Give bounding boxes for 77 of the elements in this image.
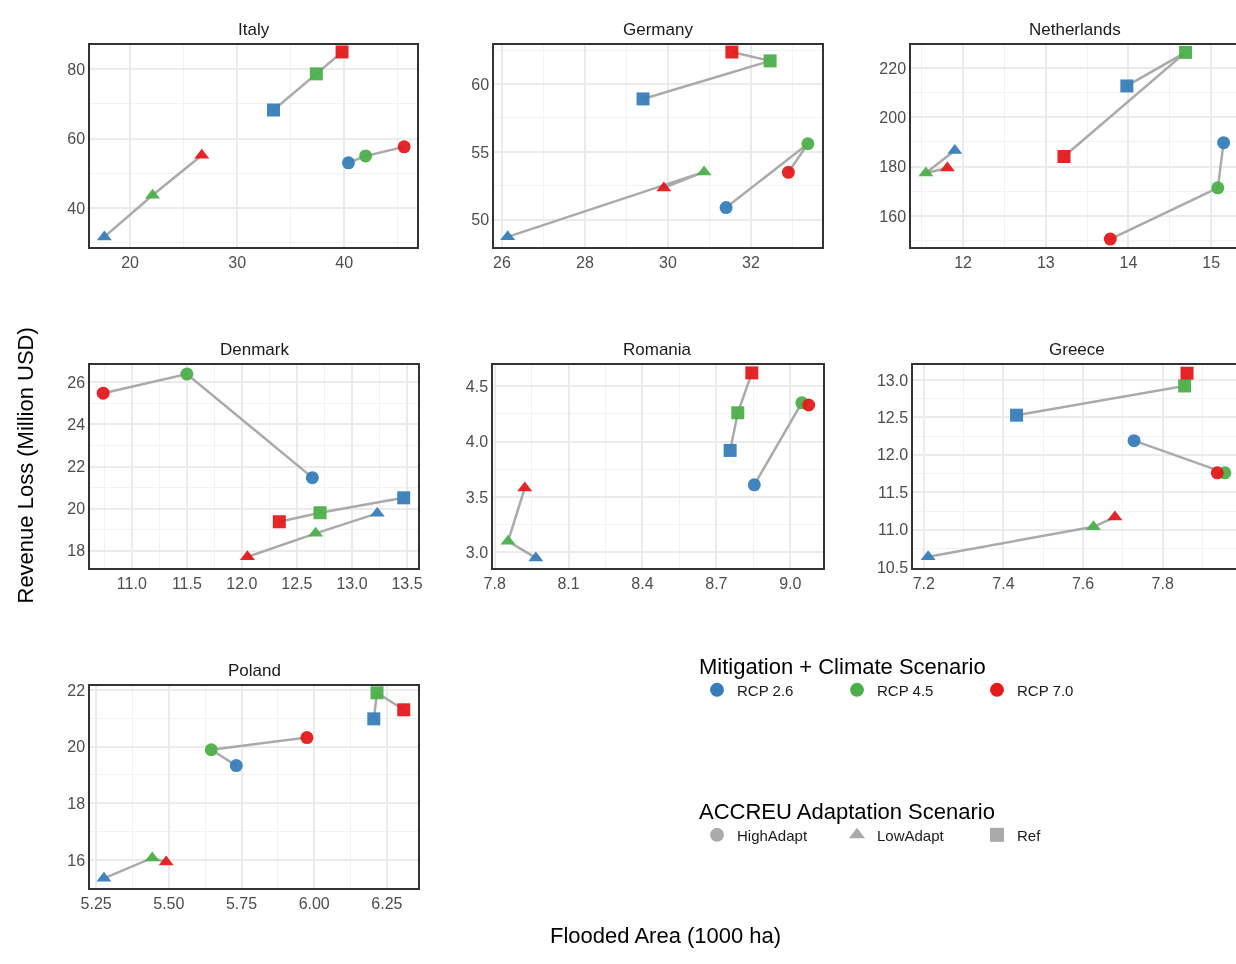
y-tick-label: 16 xyxy=(67,851,86,869)
x-tick-label: 30 xyxy=(228,253,247,271)
chart-title: Denmark xyxy=(220,340,290,359)
y-tick-label: 20 xyxy=(67,738,86,756)
legend-label: Ref xyxy=(1017,826,1042,844)
x-tick-label: 5.75 xyxy=(225,894,258,912)
x-tick-label: 8.1 xyxy=(557,574,580,592)
text: ACCREU Adaptation Scenario xyxy=(699,798,995,824)
y-tick-label: 11.5 xyxy=(878,483,909,501)
x-tick-label: 12 xyxy=(954,253,973,271)
x-tick-label: 13.0 xyxy=(336,574,368,592)
y-tick-label: 80 xyxy=(67,60,86,78)
y-tick-label: 24 xyxy=(67,416,86,434)
x-tick-label: 8.7 xyxy=(705,574,728,592)
x-tick-label: 28 xyxy=(576,253,594,271)
y-tick-label: 4.5 xyxy=(465,377,489,395)
x-tick-label: 32 xyxy=(742,253,760,271)
legend-label: LowAdapt xyxy=(877,826,945,844)
x-tick-label: 30 xyxy=(659,253,677,271)
y-tick-label: 60 xyxy=(67,130,86,148)
category-label: RCP 2.6 xyxy=(737,681,794,699)
x-tick-label: 5.25 xyxy=(80,894,112,912)
y-tick-label: 180 xyxy=(879,158,907,176)
x-tick-label: 7.4 xyxy=(992,574,1015,592)
y-tick-label: 12.5 xyxy=(876,409,909,427)
y-tick-label: 55 xyxy=(471,143,490,161)
y-tick-label: 18 xyxy=(67,542,86,560)
x-tick-label: 12.0 xyxy=(226,574,258,592)
y-tick-label: 4.0 xyxy=(465,433,489,451)
y-tick-label: 50 xyxy=(471,211,490,229)
x-tick-label: 14 xyxy=(1119,253,1138,271)
y-tick-label: 22 xyxy=(67,458,86,476)
x-tick-label: 11.5 xyxy=(171,574,202,592)
y-tick-label: 3.0 xyxy=(465,543,489,561)
chart-title: Greece xyxy=(1049,340,1105,359)
x-tick-label: 7.8 xyxy=(1151,574,1174,592)
chart-title: Italy xyxy=(238,20,270,39)
x-tick-label: 5.50 xyxy=(153,894,185,912)
text: Mitigation + Climate Scenario xyxy=(699,653,986,679)
x-tick-label: 13.5 xyxy=(391,574,423,592)
legend-label: HighAdapt xyxy=(737,826,808,844)
x-tick-label: 9.0 xyxy=(779,574,802,592)
y-tick-label: 60 xyxy=(471,75,490,93)
chart-title: Netherlands xyxy=(1029,20,1121,39)
x-tick-label: 12.5 xyxy=(281,574,313,592)
x-tick-label: 20 xyxy=(121,253,140,271)
y-tick-label: 13.0 xyxy=(876,371,909,389)
chart-title: Poland xyxy=(228,661,281,680)
x-tick-label: 11.0 xyxy=(116,574,147,592)
y-tick-label: 20 xyxy=(67,500,86,518)
y-tick-label: 220 xyxy=(879,59,907,77)
y-tick-label: 12.0 xyxy=(876,446,909,464)
chart-title: Romania xyxy=(623,340,692,359)
y-tick-label: 160 xyxy=(879,207,907,225)
x-tick-label: 7.8 xyxy=(483,574,506,592)
x-tick-label: 15 xyxy=(1202,253,1221,271)
y-tick-label: 22 xyxy=(67,681,86,699)
category-label: RCP 7.0 xyxy=(1017,681,1074,699)
y-tick-label: 18 xyxy=(67,794,86,812)
y-tick-label: 3.5 xyxy=(465,488,489,506)
y-tick-label: 200 xyxy=(879,108,907,126)
x-tick-label: 40 xyxy=(335,253,354,271)
x-tick-label: 8.4 xyxy=(631,574,654,592)
category-label: RCP 4.5 xyxy=(877,681,934,699)
y-tick-label: 10.5 xyxy=(876,558,909,576)
text: Flooded Area (1000 ha) xyxy=(550,923,782,948)
y-tick-label: 11.0 xyxy=(878,521,909,539)
chart-title: Germany xyxy=(623,20,694,39)
y-tick-label: 40 xyxy=(67,199,86,217)
y-tick-label: 26 xyxy=(67,374,86,392)
text: Revenue Loss (Million USD) xyxy=(12,327,38,604)
x-tick-label: 7.2 xyxy=(912,574,935,592)
x-tick-label: 13 xyxy=(1036,253,1055,271)
x-tick-label: 7.6 xyxy=(1071,574,1095,592)
x-tick-label: 6.00 xyxy=(298,894,330,912)
x-tick-label: 26 xyxy=(492,253,511,271)
x-tick-label: 6.25 xyxy=(371,894,403,912)
